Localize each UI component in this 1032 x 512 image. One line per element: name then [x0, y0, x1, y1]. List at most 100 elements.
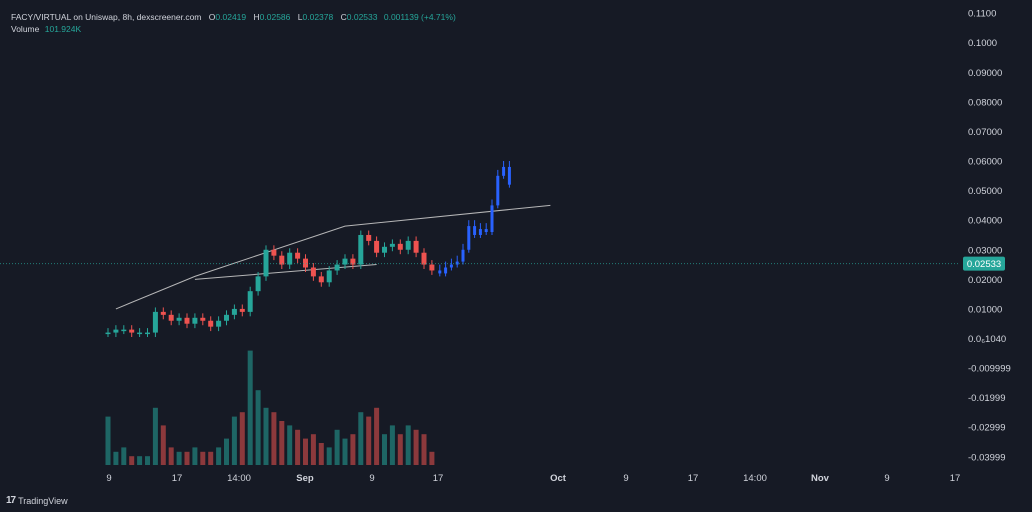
x-tick-label: Nov [811, 473, 830, 484]
tradingview-name: TradingView [18, 495, 68, 506]
x-tick-label: 9 [369, 473, 374, 484]
y-tick-label: 0.01000 [968, 304, 1002, 315]
candle-body [263, 249, 269, 277]
volume-bar [121, 447, 127, 465]
candle-body [224, 314, 229, 321]
y-tick-label: 0.08000 [968, 97, 1002, 108]
y-tick-label: 0.03000 [968, 245, 1002, 256]
open-label: O [208, 12, 216, 22]
volume-bar [176, 451, 182, 465]
projection-body [496, 175, 500, 206]
volume-bar [358, 412, 364, 465]
high-value: 0.02586 [259, 12, 291, 22]
y-tick-label: 0.06000 [968, 157, 1002, 168]
y-tick-label: 0.02000 [968, 275, 1002, 286]
candle-body [397, 243, 403, 250]
volume-bar [405, 425, 411, 465]
candle-body [295, 252, 301, 259]
volume-bar [303, 438, 308, 465]
volume-bar [239, 412, 245, 465]
candle-body [255, 276, 261, 292]
last-price-tag-bg [963, 256, 1005, 271]
y-tick-label: 0.07000 [968, 127, 1002, 138]
volume-bar [287, 425, 293, 465]
projection-body [438, 270, 442, 274]
candle-body [405, 240, 411, 250]
volume-bar [224, 438, 229, 465]
volume-bar [200, 451, 206, 465]
candle-body [168, 314, 174, 321]
candle-body [152, 311, 158, 333]
volume-bar [271, 412, 277, 465]
candle-body [287, 252, 293, 265]
candle-body [334, 264, 340, 271]
candle-body [366, 234, 372, 241]
candle-body [137, 332, 143, 335]
y-tick-label: 0.09000 [968, 68, 1002, 79]
volume-bar [279, 421, 285, 465]
y-tick-label: -0.009999 [968, 364, 1011, 375]
y-tick-label: -0.01999 [968, 393, 1006, 404]
candle-body [389, 243, 395, 247]
projection-body [478, 229, 482, 235]
legend-row-volume: Volume 101.924K [11, 23, 456, 35]
candle-body [429, 264, 435, 271]
volume-bar [310, 434, 316, 465]
volume-bar [382, 434, 387, 465]
candle-body [145, 332, 150, 335]
last-price-tag: 0.02533 [963, 256, 1005, 271]
volume-bar [216, 447, 222, 465]
volume-bar [366, 416, 372, 465]
x-tick-label: 17 [433, 473, 444, 484]
high-label: H [253, 12, 260, 22]
candle-body [374, 240, 380, 253]
tradingview-brand[interactable]: 17 TradingView [6, 495, 68, 506]
channel-lower-line [194, 264, 377, 280]
y-tick-label: 0.1100 [968, 9, 996, 20]
projection-body [473, 226, 477, 235]
x-tick-label: 14:00 [743, 473, 767, 484]
volume-bar [208, 451, 214, 465]
y-tick-label: 0.1000 [968, 38, 997, 49]
volume-bar [137, 456, 143, 465]
candle-body [421, 252, 427, 265]
candle-body [176, 317, 182, 321]
candle-body [105, 332, 111, 335]
candle-body [184, 317, 190, 324]
candle-body [350, 258, 356, 265]
candle-body [303, 258, 308, 268]
candle-body [279, 255, 285, 265]
volume-bar [152, 407, 158, 465]
projection-body [461, 249, 465, 262]
candle-body [200, 317, 206, 321]
symbol-title: FACY/VIRTUAL on Uniswap, 8h, dexscreener… [11, 12, 202, 22]
x-tick-label: 9 [106, 473, 111, 484]
x-tick-label: 14:00 [227, 473, 251, 484]
projection-body [455, 261, 459, 265]
candle-body [231, 308, 237, 315]
volume-bar [192, 447, 198, 465]
x-tick-label: 9 [623, 473, 628, 484]
channel-upper-line [115, 204, 551, 310]
volume-bar [350, 434, 356, 465]
x-tick-label: 17 [950, 473, 961, 484]
volume-bar [255, 390, 261, 465]
volume-bar [397, 434, 403, 465]
candle-body [247, 291, 253, 312]
volume-bar [334, 429, 340, 465]
volume-bar [263, 407, 269, 465]
change-value: 0.001139 (+4.71%) [383, 12, 456, 22]
x-tick-label: Sep [296, 473, 314, 484]
x-tick-label: 17 [688, 473, 699, 484]
y-tick-label: -0.02999 [968, 423, 1006, 434]
candle-body [239, 308, 245, 312]
projection-body [467, 226, 471, 250]
y-tick-label: -0.03999 [968, 452, 1006, 463]
volume-bar [413, 429, 419, 465]
chart-legend: FACY/VIRTUAL on Uniswap, 8h, dexscreener… [11, 11, 456, 35]
candle-body [310, 267, 316, 277]
candle-body [192, 317, 198, 324]
candle-body [160, 311, 166, 315]
